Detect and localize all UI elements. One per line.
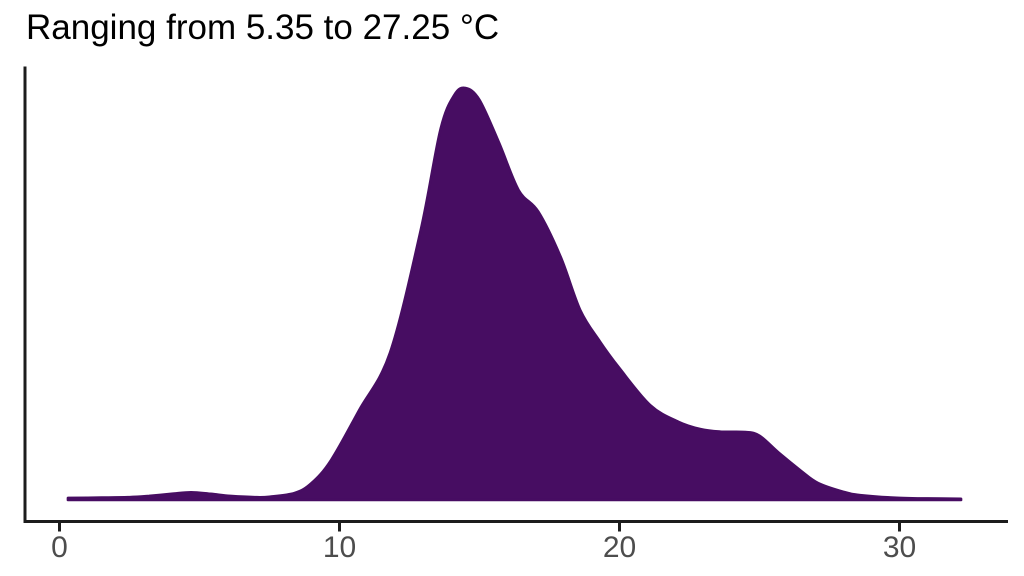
x-tick-label: 30 bbox=[883, 531, 916, 564]
x-axis-ticks bbox=[58, 523, 901, 532]
chart-title: Ranging from 5.35 to 27.25 °C bbox=[26, 8, 500, 47]
x-tick-label: 20 bbox=[603, 531, 636, 564]
density-area bbox=[66, 86, 963, 502]
x-axis-tick-labels: 0 10 20 30 bbox=[51, 531, 916, 564]
x-tick-label: 0 bbox=[51, 531, 68, 564]
x-tick-label: 10 bbox=[323, 531, 356, 564]
axis-lines bbox=[23, 66, 1008, 523]
